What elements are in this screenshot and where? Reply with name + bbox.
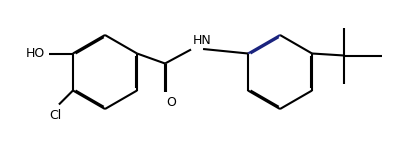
Text: O: O (166, 95, 176, 109)
Text: Cl: Cl (49, 109, 61, 122)
Text: HN: HN (193, 34, 212, 47)
Text: HO: HO (26, 47, 45, 60)
